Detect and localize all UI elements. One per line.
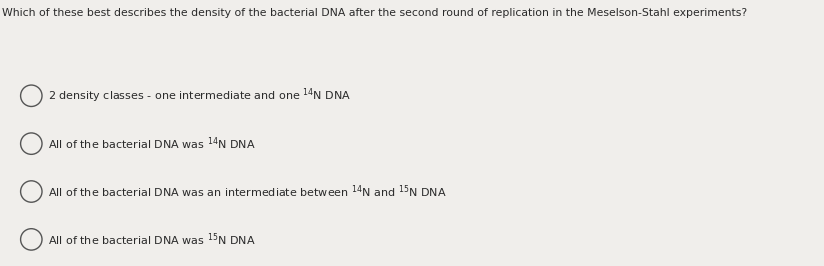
Text: All of the bacterial DNA was $^{14}$N DNA: All of the bacterial DNA was $^{14}$N DN… — [48, 135, 255, 152]
Text: All of the bacterial DNA was an intermediate between $^{14}$N and $^{15}$N DNA: All of the bacterial DNA was an intermed… — [48, 183, 447, 200]
Text: Which of these best describes the density of the bacterial DNA after the second : Which of these best describes the densit… — [2, 8, 747, 18]
Text: All of the bacterial DNA was $^{15}$N DNA: All of the bacterial DNA was $^{15}$N DN… — [48, 231, 255, 248]
Text: 2 density classes - one intermediate and one $^{14}$N DNA: 2 density classes - one intermediate and… — [48, 86, 351, 105]
